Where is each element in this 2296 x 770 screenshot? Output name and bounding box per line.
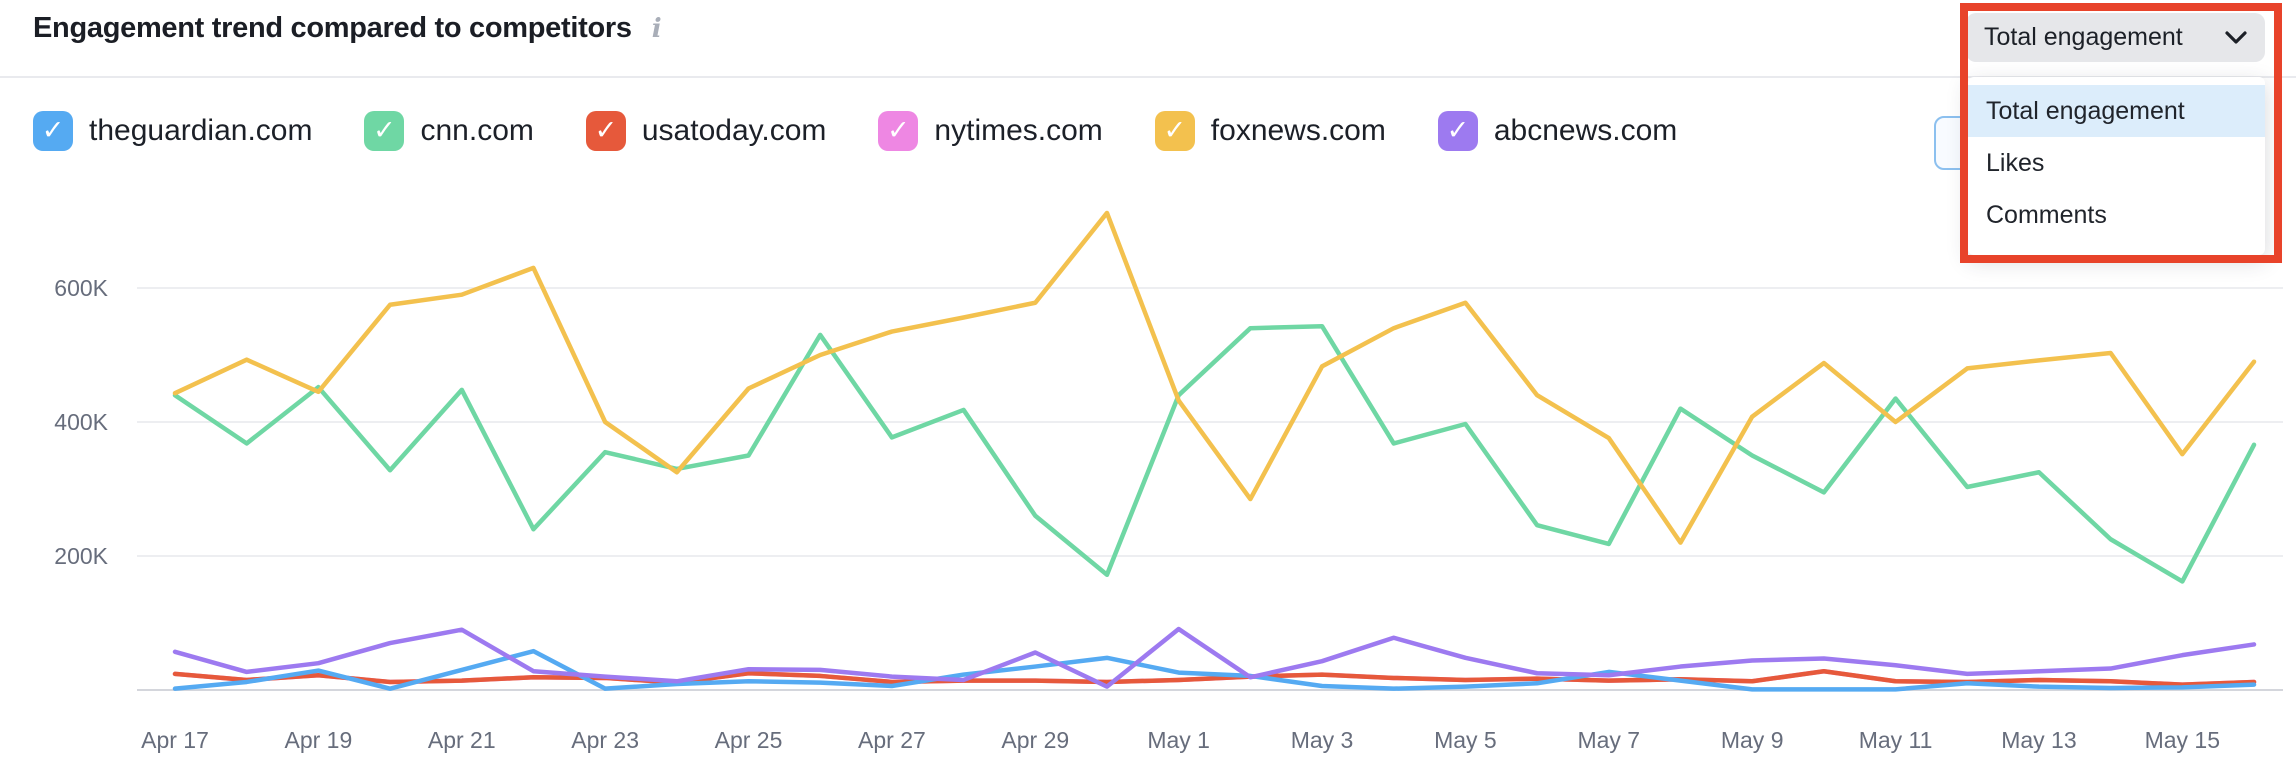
checkbox-checked-icon[interactable]: ✓ bbox=[1154, 111, 1195, 151]
legend-label: usatoday.com bbox=[641, 114, 827, 147]
checkmark-icon: ✓ bbox=[594, 114, 618, 145]
menu-option-comments[interactable]: Comments bbox=[1986, 201, 2107, 229]
checkbox-checked-icon[interactable]: ✓ bbox=[585, 111, 626, 151]
x-axis-label-may-9: May 9 bbox=[1721, 727, 1784, 753]
legend-label: cnn.com bbox=[420, 114, 534, 147]
legend-label: abcnews.com bbox=[1493, 114, 1678, 147]
legend-item-foxnews-com[interactable]: ✓ foxnews.com bbox=[1154, 111, 1386, 151]
legend-item-theguardian-com[interactable]: ✓ theguardian.com bbox=[33, 111, 312, 151]
legend-label: theguardian.com bbox=[89, 114, 313, 147]
x-axis-label-apr-23: Apr 23 bbox=[571, 727, 639, 753]
menu-option-total-engagement[interactable]: Total engagement bbox=[1968, 85, 2265, 137]
metric-select-button[interactable]: Total engagement bbox=[1966, 13, 2265, 62]
line-abcnews-com[interactable] bbox=[172, 626, 2257, 689]
x-axis-label-may-13: May 13 bbox=[2001, 727, 2076, 753]
x-axis-label-may-7: May 7 bbox=[1577, 727, 1640, 753]
line-cnn-com[interactable] bbox=[172, 323, 2257, 584]
x-axis-label-apr-27: Apr 27 bbox=[858, 727, 926, 753]
x-axis-label-apr-25: Apr 25 bbox=[715, 727, 783, 753]
checkbox-checked-icon[interactable]: ✓ bbox=[33, 111, 73, 151]
line-foxnews-com[interactable] bbox=[172, 210, 2257, 545]
checkmark-icon: ✓ bbox=[1163, 114, 1187, 145]
line-usatoday-com[interactable] bbox=[172, 668, 2257, 687]
y-axis-label-600K: 600K bbox=[54, 275, 108, 301]
x-axis-label-may-11: May 11 bbox=[1859, 727, 1933, 753]
legend-item-usatoday-com[interactable]: ✓ usatoday.com bbox=[585, 111, 827, 151]
header-divider bbox=[0, 76, 2296, 78]
x-axis-label-apr-17: Apr 17 bbox=[141, 727, 209, 753]
x-axis-label-apr-21: Apr 21 bbox=[428, 727, 496, 753]
metric-select-value: Total engagement bbox=[1984, 23, 2183, 51]
legend-item-abcnews-com[interactable]: ✓ abcnews.com bbox=[1437, 111, 1678, 151]
x-axis-label-may-3: May 3 bbox=[1291, 727, 1354, 753]
checkmark-icon: ✓ bbox=[887, 114, 910, 145]
y-axis-label-200K: 200K bbox=[54, 543, 108, 569]
chevron-down-icon bbox=[2225, 30, 2247, 44]
legend-item-nytimes-com[interactable]: ✓ nytimes.com bbox=[878, 111, 1103, 151]
x-axis-label-may-5: May 5 bbox=[1434, 727, 1497, 753]
y-axis-label-400K: 400K bbox=[54, 409, 108, 435]
checkmark-icon: ✓ bbox=[1446, 114, 1470, 145]
checkbox-checked-icon[interactable]: ✓ bbox=[364, 111, 405, 151]
legend-item-cnn-com[interactable]: ✓ cnn.com bbox=[364, 111, 534, 151]
checkmark-icon: ✓ bbox=[41, 114, 65, 145]
chart-legend: ✓ theguardian.com ✓ cnn.com ✓ usatoday.com ✓ ny… bbox=[33, 111, 1677, 151]
checkbox-checked-icon[interactable]: ✓ bbox=[878, 111, 919, 151]
x-axis-label-may-15: May 15 bbox=[2145, 727, 2220, 753]
menu-option-likes[interactable]: Likes bbox=[1986, 149, 2045, 177]
checkmark-icon: ✓ bbox=[373, 114, 396, 145]
page-title: Engagement trend compared to competitors bbox=[33, 12, 632, 44]
checkbox-checked-icon[interactable]: ✓ bbox=[1437, 111, 1478, 151]
x-axis-label-apr-29: Apr 29 bbox=[1001, 727, 1069, 753]
info-icon[interactable]: i bbox=[651, 13, 662, 44]
metric-select-menu: Total engagement Likes Comments bbox=[1968, 77, 2265, 255]
legend-label: foxnews.com bbox=[1210, 114, 1386, 147]
x-axis-label-apr-19: Apr 19 bbox=[284, 727, 352, 753]
legend-label: nytimes.com bbox=[934, 114, 1103, 147]
line-theguardian-com[interactable] bbox=[172, 648, 2257, 692]
x-axis-label-may-1: May 1 bbox=[1147, 727, 1210, 753]
card-header: Engagement trend compared to competitors… bbox=[33, 12, 662, 45]
